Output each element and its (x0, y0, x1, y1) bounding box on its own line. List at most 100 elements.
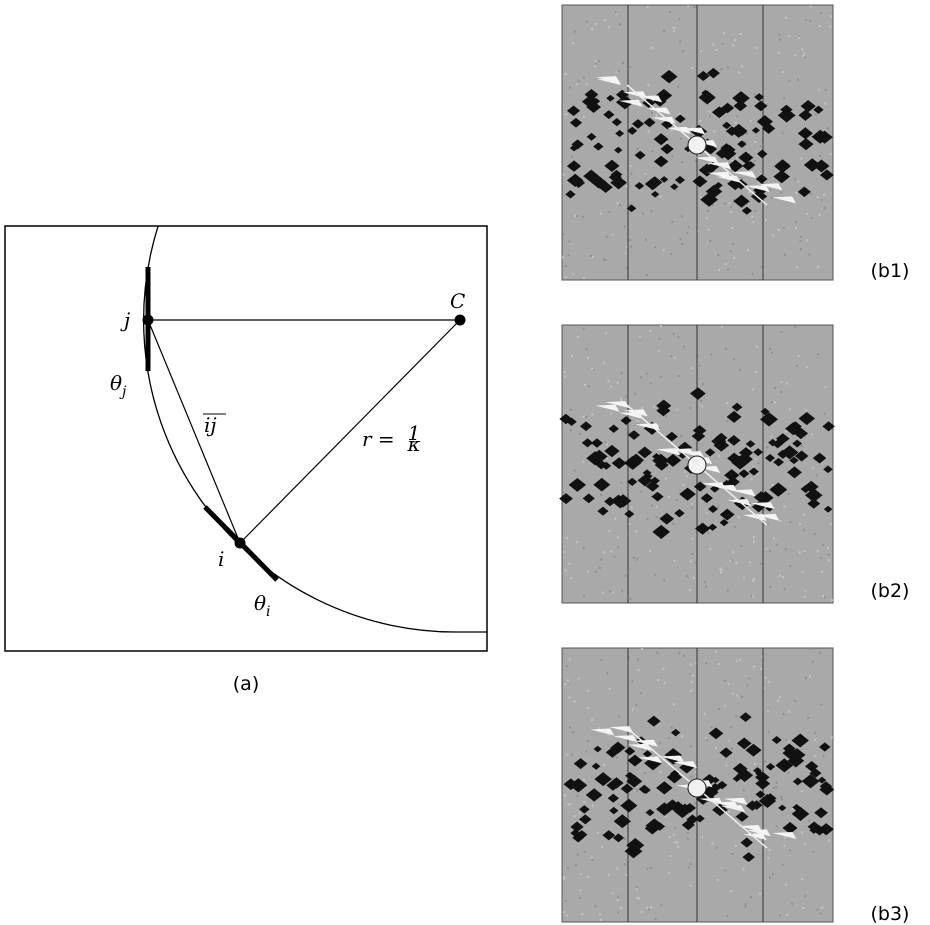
noise (725, 348, 727, 350)
noise (751, 216, 753, 218)
noise (563, 551, 565, 553)
noise (572, 42, 574, 44)
noise (618, 716, 620, 718)
noise (572, 273, 574, 275)
noise (665, 415, 667, 417)
noise (612, 892, 614, 894)
noise (629, 239, 631, 241)
noise (754, 160, 756, 162)
noise (788, 711, 790, 713)
noise (829, 26, 831, 28)
noise (565, 569, 567, 571)
noise (636, 886, 638, 888)
noise (783, 713, 785, 715)
noise (780, 331, 782, 333)
noise (760, 146, 762, 148)
noise (778, 52, 780, 54)
noise (563, 878, 565, 880)
noise (742, 868, 744, 870)
noise (812, 467, 814, 469)
noise (591, 719, 593, 721)
noise (608, 874, 610, 876)
caption-b: (b2) (871, 580, 910, 602)
noise (572, 732, 574, 734)
noise (567, 679, 569, 681)
noise (780, 191, 782, 193)
noise (814, 533, 816, 535)
noise (586, 83, 588, 85)
noise (796, 266, 798, 268)
noise (579, 897, 581, 899)
noise (673, 560, 675, 562)
noise (576, 83, 578, 85)
noise (746, 133, 748, 135)
noise (610, 413, 612, 415)
noise (636, 148, 638, 150)
noise (721, 326, 723, 328)
noise (804, 590, 806, 592)
noise (582, 416, 584, 418)
noise (732, 853, 734, 855)
noise (629, 598, 631, 600)
noise (709, 111, 711, 113)
noise (576, 215, 578, 217)
noise (724, 705, 726, 707)
noise (779, 575, 781, 577)
noise (584, 384, 586, 386)
noise (683, 484, 685, 486)
noise (663, 30, 665, 32)
noise (806, 366, 808, 368)
panel-a: j C θj ij r = 1 κ i θi (a) (5, 190, 500, 695)
texture-panel (562, 648, 834, 922)
noise (733, 358, 735, 360)
noise (656, 506, 658, 508)
noise (689, 589, 691, 591)
noise (715, 747, 717, 749)
noise (641, 911, 643, 913)
noise (638, 669, 640, 671)
noise (805, 409, 807, 411)
noise (752, 466, 754, 468)
noise (820, 557, 822, 559)
noise (650, 867, 652, 869)
noise (678, 375, 680, 377)
noise (744, 903, 746, 905)
noise (620, 398, 622, 400)
noise (754, 763, 756, 765)
noise (571, 355, 573, 357)
noise (732, 551, 734, 553)
noise (801, 49, 803, 51)
noise (700, 50, 702, 52)
noise (804, 843, 806, 845)
noise (564, 376, 566, 378)
noise (585, 348, 587, 350)
noise (709, 240, 711, 242)
noise (805, 677, 807, 679)
noise (709, 548, 711, 550)
noise (749, 561, 751, 563)
noise (753, 541, 755, 543)
noise (724, 203, 726, 205)
noise (819, 652, 821, 654)
noise (665, 141, 667, 143)
noise (769, 586, 771, 588)
noise (756, 47, 758, 49)
noise (704, 713, 706, 715)
noise (621, 372, 623, 374)
noise (562, 256, 564, 258)
noise (567, 867, 569, 869)
noise (764, 761, 766, 763)
noise (669, 836, 671, 838)
noise (773, 787, 775, 789)
noise (741, 696, 743, 698)
noise (755, 371, 757, 373)
noise (676, 409, 678, 411)
noise (689, 663, 691, 665)
noise (595, 23, 597, 25)
noise (711, 726, 713, 728)
noise (618, 803, 620, 805)
noise (759, 893, 761, 895)
noise (602, 591, 604, 593)
noise (568, 254, 570, 256)
noise (705, 737, 707, 739)
